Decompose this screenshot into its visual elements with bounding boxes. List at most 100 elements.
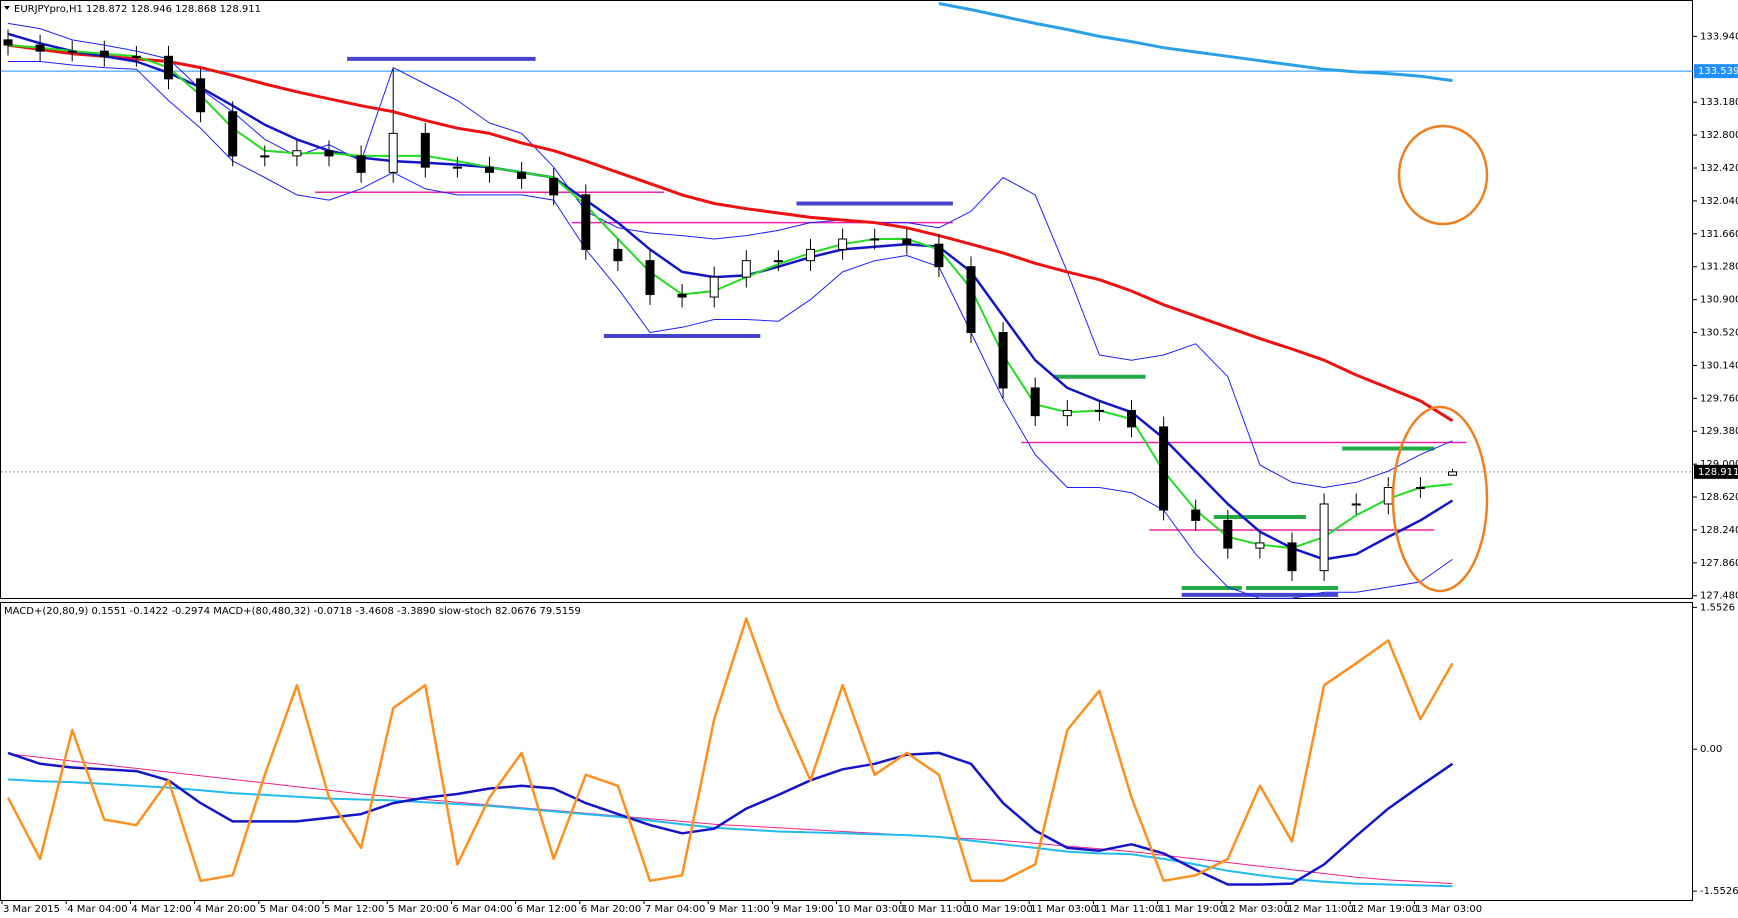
candle-body	[1062, 409, 1072, 417]
y-tick-label: 127.860	[1700, 558, 1738, 569]
x-tick-label: 11 Mar 19:00	[1159, 904, 1226, 915]
candle-body	[741, 260, 751, 278]
y-tick-label: 130.140	[1700, 360, 1738, 371]
candle-body	[260, 155, 270, 158]
chart-title: EURJPYpro,H1 128.872 128.946 128.868 128…	[14, 4, 261, 15]
candle-body	[709, 276, 719, 298]
candle-body	[998, 332, 1008, 389]
candle-body	[838, 238, 848, 250]
y-tick-label: 133.940	[1700, 31, 1738, 42]
candle-body	[1287, 542, 1297, 572]
x-tick-label: 3 Mar 2015	[3, 904, 60, 915]
indicator-line	[7, 32, 1454, 561]
candle-body	[966, 266, 976, 334]
candle-body	[356, 155, 366, 173]
y-tick-label: 131.280	[1700, 262, 1738, 273]
candle-body	[1094, 409, 1104, 412]
price-label-box	[1694, 464, 1738, 479]
candle-body	[35, 44, 45, 52]
candle-body	[164, 55, 173, 80]
candle-body	[870, 238, 880, 241]
candle-body	[452, 166, 462, 169]
x-tick-label: 13 Mar 03:00	[1415, 904, 1482, 915]
y-tick-label: 128.240	[1700, 525, 1738, 536]
y-tick-label: 133.180	[1700, 97, 1738, 108]
annotation-circle	[1391, 405, 1489, 593]
candle-body	[1319, 503, 1329, 572]
x-tick-label: 4 Mar 04:00	[67, 904, 127, 915]
candle-body	[228, 111, 238, 157]
x-tick-label: 10 Mar 03:00	[838, 904, 905, 915]
x-tick-label: 5 Mar 20:00	[388, 904, 448, 915]
indicator-line	[6, 617, 1454, 883]
indicator-panel	[0, 602, 1693, 901]
candle-body	[1255, 542, 1265, 549]
price-label: 128.911	[1698, 467, 1738, 478]
x-tick-label: 10 Mar 19:00	[966, 904, 1033, 915]
candle-body	[3, 39, 13, 46]
indicator-title: MACD+(20,80,9) 0.1551 -0.1422 -0.2974 MA…	[4, 606, 581, 617]
y-tick-label: 132.040	[1700, 196, 1738, 207]
menu-arrow	[4, 6, 10, 10]
main-panel	[0, 0, 1693, 599]
price-label: 133.539	[1698, 66, 1738, 77]
indicator-line	[938, 2, 1453, 83]
x-tick-label: 12 Mar 19:00	[1351, 904, 1418, 915]
y-tick-label: 1.5526	[1700, 602, 1735, 613]
candle-body	[324, 150, 334, 157]
x-tick-label: 5 Mar 12:00	[324, 904, 384, 915]
y-tick-label: -1.5526	[1700, 886, 1738, 897]
candle-body	[902, 238, 912, 245]
y-tick-label: 132.420	[1700, 163, 1738, 174]
candle-body	[645, 260, 655, 295]
indicator-line	[7, 43, 1454, 423]
candle-body	[1383, 487, 1393, 505]
candle-body	[131, 55, 141, 58]
candle-body	[388, 132, 398, 173]
y-tick-label: 128.620	[1700, 492, 1738, 503]
candle-body	[517, 171, 527, 179]
y-tick-label: 131.660	[1700, 229, 1738, 240]
x-tick-label: 6 Mar 12:00	[517, 904, 577, 915]
candle-body	[581, 194, 591, 250]
candle-body	[1191, 509, 1201, 521]
candle-body	[934, 243, 944, 268]
candle-body	[1223, 519, 1233, 549]
x-tick-label: 11 Mar 03:00	[1030, 904, 1097, 915]
x-tick-label: 4 Mar 12:00	[131, 904, 191, 915]
candle-body	[1127, 409, 1136, 428]
indicator-line	[8, 61, 1453, 599]
y-tick-label: 127.480	[1700, 591, 1738, 602]
x-tick-label: 6 Mar 04:00	[452, 904, 512, 915]
candle-body	[806, 248, 815, 262]
x-tick-label: 10 Mar 11:00	[902, 904, 969, 915]
y-tick-label: 129.760	[1700, 393, 1738, 404]
y-tick-label: 132.800	[1700, 130, 1738, 141]
candle-body	[292, 150, 302, 157]
indicator-line	[7, 22, 1453, 488]
candle-body	[613, 248, 623, 262]
candle-body	[549, 177, 559, 196]
x-tick-label: 12 Mar 11:00	[1287, 904, 1354, 915]
candle-body	[677, 293, 687, 298]
y-tick-label: 130.900	[1700, 295, 1738, 306]
candle-body	[485, 166, 494, 173]
x-tick-label: 12 Mar 03:00	[1223, 904, 1290, 915]
x-tick-label: 5 Mar 04:00	[260, 904, 320, 915]
candle-body	[67, 50, 77, 53]
y-tick-label: 129.380	[1700, 426, 1738, 437]
x-tick-label: 7 Mar 04:00	[645, 904, 705, 915]
y-tick-label: 0.00	[1700, 744, 1722, 755]
x-tick-label: 11 Mar 11:00	[1094, 904, 1161, 915]
x-tick-label: 9 Mar 19:00	[773, 904, 833, 915]
candle-body	[99, 50, 109, 57]
annotation-circle	[1397, 124, 1489, 226]
candle-body	[1448, 471, 1457, 476]
price-label-box	[1694, 64, 1738, 79]
y-tick-label: 129.000	[1700, 459, 1738, 470]
indicator-line	[7, 753, 1453, 885]
candle-body	[1159, 426, 1169, 511]
candle-body	[773, 260, 783, 263]
